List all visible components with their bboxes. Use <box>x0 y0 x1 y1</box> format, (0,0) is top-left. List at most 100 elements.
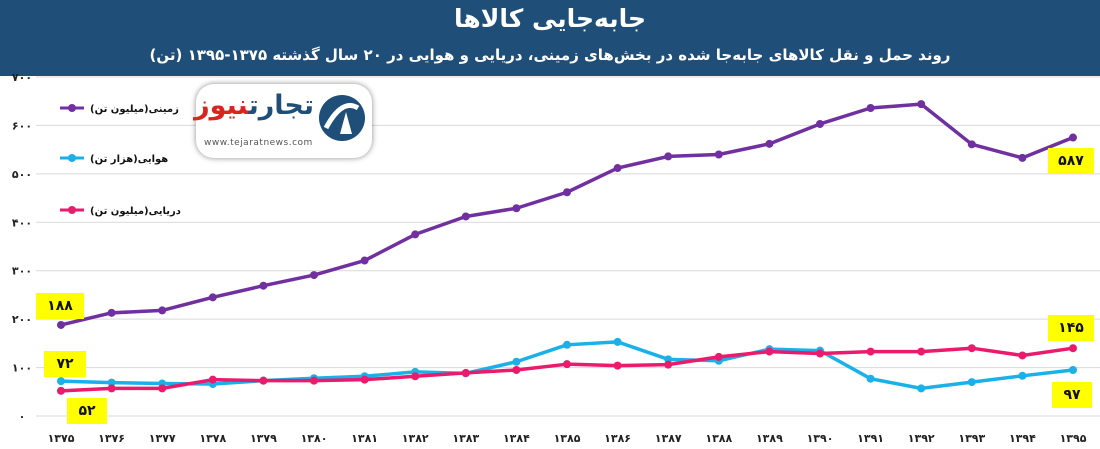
legend-entry: زمینی(میلیون تن) <box>90 104 179 115</box>
legend-entry: دریایی(میلیون تن) <box>90 206 181 217</box>
x-tick-label: ۱۳۸۰ <box>301 432 328 445</box>
data-point <box>1018 153 1027 162</box>
logo-url: www.tejaratnews.com <box>204 138 313 148</box>
x-tick-label: ۱۳۸۴ <box>503 432 530 445</box>
data-point <box>259 281 268 290</box>
header-bar <box>0 0 1100 76</box>
logo-name-part2: نیوز <box>194 90 249 121</box>
data-point <box>411 372 420 381</box>
x-tick-label: ۱۳۸۳ <box>452 432 479 445</box>
data-point <box>866 374 875 383</box>
data-point <box>1069 344 1077 353</box>
data-point <box>563 188 571 197</box>
y-tick-label: ۶۰۰ <box>12 119 32 132</box>
data-point <box>765 347 774 356</box>
chart-subtitle: روند حمل و نقل کالاهای جابه‌جا شده در بخ… <box>149 46 951 64</box>
data-point <box>360 256 369 265</box>
legend-swatch-marker <box>68 206 76 214</box>
x-tick-label: ۱۳۹۰ <box>807 432 834 445</box>
callout-air-start: ۷۲ <box>44 351 86 377</box>
data-point <box>107 384 116 393</box>
data-point <box>107 308 116 317</box>
x-tick-label: ۱۳۸۵ <box>554 432 581 445</box>
y-tick-label: ۰ <box>19 410 26 423</box>
legend-swatch-marker <box>68 154 76 162</box>
x-tick-label: ۱۳۷۵ <box>48 432 75 445</box>
data-point <box>57 377 65 386</box>
legend-entry: هوایی(هزار تن) <box>90 154 168 165</box>
callout-ground-end: ۵۸۷ <box>1048 148 1094 174</box>
data-point <box>917 347 926 356</box>
y-tick-label: ۲۰۰ <box>12 313 32 326</box>
data-point <box>613 164 622 173</box>
data-point <box>259 376 268 385</box>
data-point <box>866 103 875 112</box>
x-tick-label: ۱۳۷۹ <box>250 432 277 445</box>
x-tick-label: ۱۳۸۱ <box>351 432 378 445</box>
x-tick-label: ۱۳۹۳ <box>958 432 985 445</box>
data-point <box>1069 365 1077 374</box>
data-point <box>158 306 167 315</box>
data-point <box>664 360 673 369</box>
data-point <box>360 375 369 384</box>
tejarat-news-logo: تجارتنیوز www.tejaratnews.com <box>194 84 372 158</box>
data-point <box>613 361 622 370</box>
data-point <box>866 347 875 356</box>
logo-name-part1: تجارت <box>248 90 314 121</box>
y-tick-label: ۳۰۰ <box>12 265 32 278</box>
data-point <box>57 386 65 395</box>
data-point <box>664 152 673 161</box>
x-tick-label: ۱۳۸۸ <box>705 432 732 445</box>
data-point <box>158 384 167 393</box>
logo-name: تجارتنیوز <box>194 90 314 121</box>
data-point <box>917 100 926 109</box>
data-point <box>917 384 926 393</box>
data-point <box>613 337 622 346</box>
data-point <box>765 139 774 148</box>
data-point <box>967 378 976 387</box>
data-point <box>563 340 571 349</box>
y-tick-label: ۱۰۰ <box>12 362 32 375</box>
legend-swatch-marker <box>68 104 76 112</box>
chart-title: جابه‌جایی کالاها <box>453 4 646 33</box>
data-point <box>57 320 65 329</box>
data-point <box>967 344 976 353</box>
x-tick-label: ۱۳۷۸ <box>199 432 226 445</box>
data-point <box>563 360 571 369</box>
y-tick-label: ۴۰۰ <box>12 216 32 229</box>
data-point <box>310 376 318 385</box>
data-point <box>461 212 470 221</box>
x-tick-label: ۱۳۹۱ <box>857 432 884 445</box>
x-tick-label: ۱۳۹۵ <box>1060 432 1087 445</box>
data-point <box>816 119 824 128</box>
logo-emblem-icon <box>319 95 365 141</box>
x-tick-label: ۱۳۹۴ <box>1009 432 1036 445</box>
data-point <box>816 349 824 358</box>
x-tick-label: ۱۳۸۲ <box>402 432 429 445</box>
data-point <box>1018 371 1027 380</box>
data-point <box>512 357 521 366</box>
callout-air-end: ۹۷ <box>1052 382 1092 408</box>
data-point <box>461 368 470 377</box>
data-point <box>411 230 420 239</box>
data-point <box>967 140 976 149</box>
data-point <box>1069 133 1077 142</box>
data-point <box>107 378 116 387</box>
data-point <box>512 365 521 374</box>
x-tick-label: ۱۳۹۲ <box>908 432 935 445</box>
y-tick-label: ۷۰۰ <box>12 71 32 84</box>
x-tick-label: ۱۳۸۷ <box>655 432 682 445</box>
data-point <box>1018 351 1027 360</box>
x-tick-label: ۱۳۷۷ <box>149 432 176 445</box>
data-point <box>310 271 318 280</box>
callout-sea-start: ۵۲ <box>67 398 107 424</box>
callout-sea-end: ۱۴۵ <box>1048 315 1094 341</box>
data-point <box>714 150 723 159</box>
x-tick-label: ۱۳۸۶ <box>604 432 631 445</box>
data-point <box>208 375 217 384</box>
callout-ground-start: ۱۸۸ <box>36 293 84 319</box>
x-tick-label: ۱۳۷۶ <box>98 432 125 445</box>
data-point <box>512 204 521 213</box>
x-tick-label: ۱۳۸۹ <box>756 432 783 445</box>
